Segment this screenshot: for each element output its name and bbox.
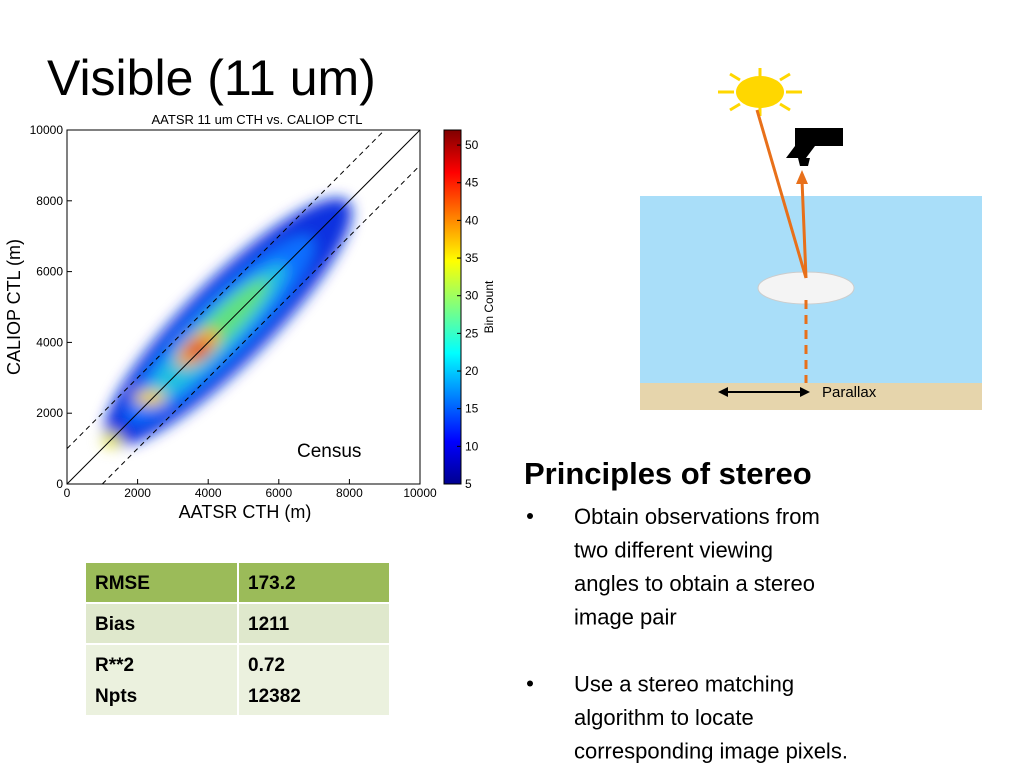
table-text: 173.2 xyxy=(248,573,296,594)
x-tick-label: 10000 xyxy=(403,486,437,500)
colorbar-tick-label: 45 xyxy=(465,176,479,190)
colorbar-tick-label: 20 xyxy=(465,364,479,378)
bullet-text: two different viewing xyxy=(574,538,773,563)
plot-frame xyxy=(66,129,421,485)
colorbar-label: Bin Count xyxy=(482,280,496,333)
y-tick-label: 0 xyxy=(56,477,63,491)
bullet-text: angles to obtain a stereo xyxy=(574,571,815,596)
bullet xyxy=(527,513,533,519)
table-cell xyxy=(84,643,239,717)
colorbar-tick-label: 5 xyxy=(465,477,472,491)
table-text: 12382 xyxy=(248,686,301,707)
table-text: Npts xyxy=(95,686,137,707)
x-tick-label: 2000 xyxy=(124,486,151,500)
y-tick-label: 2000 xyxy=(36,406,63,420)
offset-line xyxy=(101,165,421,485)
y-axis-label: CALIOP CTL (m) xyxy=(4,239,24,375)
y-tick-label: 10000 xyxy=(30,123,64,137)
bullet-text: corresponding image pixels. xyxy=(574,739,848,764)
x-tick-label: 4000 xyxy=(195,486,222,500)
colorbar-tick-label: 50 xyxy=(465,138,479,152)
table-text: R**2 xyxy=(95,655,134,676)
bullet-text: Use a stereo matching xyxy=(574,672,794,697)
colorbar-tick-label: 40 xyxy=(465,213,479,227)
identity-line xyxy=(66,129,421,485)
colorbar-tick-label: 25 xyxy=(465,326,479,340)
x-tick-label: 6000 xyxy=(265,486,292,500)
y-tick-label: 8000 xyxy=(36,194,63,208)
chart-title: AATSR 11 um CTH vs. CALIOP CTL xyxy=(152,112,363,127)
slide-title: Visible (11 um) xyxy=(47,50,376,106)
table-text: 1211 xyxy=(248,614,290,635)
annotation: Census xyxy=(297,441,361,462)
bullet-text: image pair xyxy=(574,605,677,630)
colorbar-tick-label: 15 xyxy=(465,402,479,416)
section-heading: Principles of stereo xyxy=(524,456,812,491)
colorbar xyxy=(443,129,462,485)
bullet-text: Obtain observations from xyxy=(574,504,820,529)
table-text: 0.72 xyxy=(248,655,285,676)
table-text: RMSE xyxy=(95,573,150,594)
bullet-text: algorithm to locate xyxy=(574,705,754,730)
bullet xyxy=(527,680,533,687)
parallax-label: Parallax xyxy=(822,384,877,401)
x-tick-label: 8000 xyxy=(336,486,363,500)
y-tick-label: 4000 xyxy=(36,335,63,349)
colorbar-tick-label: 35 xyxy=(465,251,479,265)
stereo-diagram xyxy=(640,68,982,410)
table-text: Bias xyxy=(95,614,135,635)
x-axis-label: AATSR CTH (m) xyxy=(179,502,312,522)
x-tick-label: 0 xyxy=(64,486,71,500)
table-cell xyxy=(237,643,391,717)
table-cell xyxy=(237,561,391,604)
colorbar-tick-label: 10 xyxy=(465,439,479,453)
y-tick-label: 6000 xyxy=(36,265,63,279)
offset-line xyxy=(66,129,386,449)
colorbar-tick-label: 30 xyxy=(465,289,479,303)
table-cell xyxy=(237,602,391,645)
